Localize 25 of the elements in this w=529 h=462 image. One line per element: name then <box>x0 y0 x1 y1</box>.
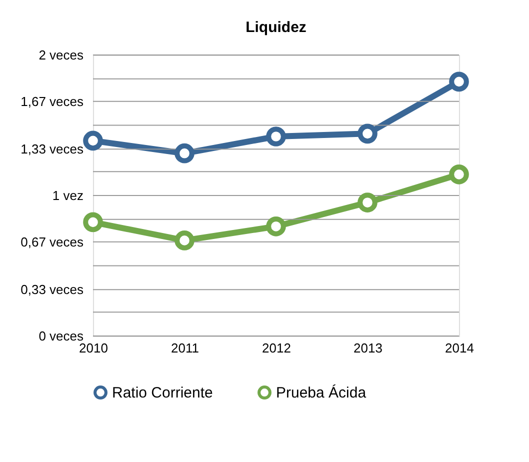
y-tick-label: 2 veces <box>38 48 84 62</box>
x-tick-label: 2012 <box>262 340 291 356</box>
x-tick-label: 2011 <box>171 340 199 356</box>
point <box>174 143 194 164</box>
point <box>83 130 103 151</box>
x-tick-label: 2014 <box>445 340 474 356</box>
legend-label: Ratio Corriente <box>112 384 213 402</box>
point <box>358 192 378 212</box>
point <box>83 212 103 232</box>
y-tick-label: 1,33 veces <box>20 142 84 157</box>
point <box>449 164 469 184</box>
point <box>266 126 286 146</box>
chart-title: Liquidez <box>246 19 306 36</box>
y-tick-label: 0,67 veces <box>20 234 84 250</box>
y-tick-label: 1 vez <box>52 188 84 203</box>
y-tick-label: 0 veces <box>38 328 84 344</box>
x-tick-label: 2010 <box>79 340 108 356</box>
point <box>358 124 378 144</box>
legend-label: Prueba Ácida <box>276 384 367 402</box>
x-tick-label: 2013 <box>354 340 382 356</box>
y-tick-label: 0,33 veces <box>20 282 84 298</box>
point <box>266 216 286 236</box>
y-tick-label: 1,67 veces <box>20 94 84 109</box>
point <box>174 230 194 250</box>
point <box>449 72 469 92</box>
